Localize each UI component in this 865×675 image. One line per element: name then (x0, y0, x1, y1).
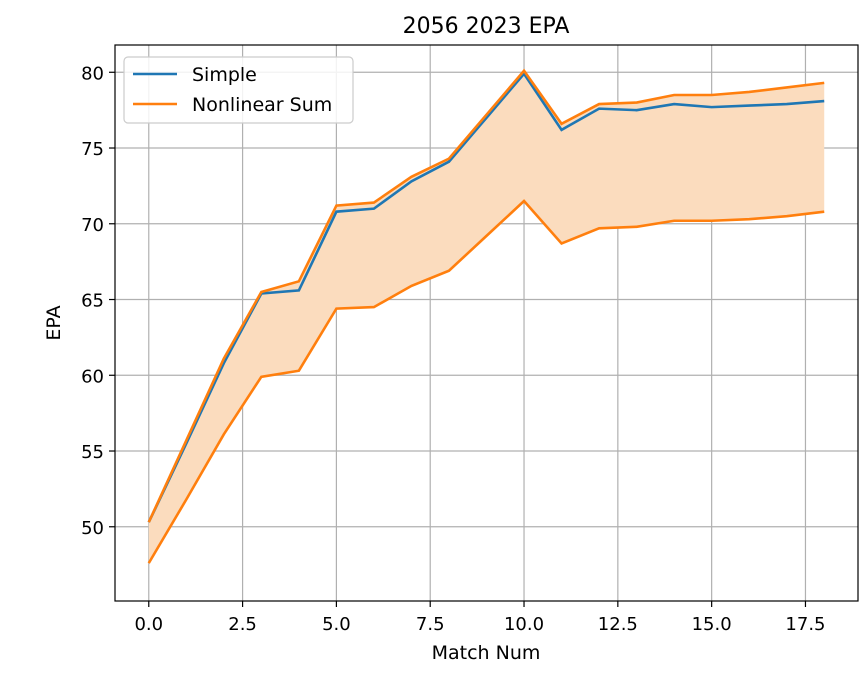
y-tick-label: 55 (81, 442, 104, 463)
x-tick-label: 10.0 (504, 614, 544, 635)
y-tick-label: 80 (81, 63, 104, 84)
x-axis-ticks: 0.0 2.5 5.0 7.5 10.0 12.5 15.0 17.5 (134, 601, 826, 635)
legend-box (123, 56, 354, 124)
plot-frame (114, 44, 859, 602)
x-tick-label: 5.0 (322, 614, 351, 635)
y-axis-label: EPA (43, 305, 65, 340)
y-tick-label: 70 (81, 215, 104, 236)
y-tick-label: 75 (81, 139, 104, 160)
nonlinear-sum-series-line (147, 68, 825, 523)
x-tick-label: 15.0 (692, 614, 732, 635)
chart-title: 2056 2023 EPA (403, 14, 570, 39)
nonlinear-sum-band (148, 70, 825, 564)
y-tick-label: 50 (81, 518, 104, 539)
legend: Simple Nonlinear Sum (123, 56, 354, 124)
y-tick-label: 60 (81, 366, 104, 387)
x-tick-label: 2.5 (228, 614, 257, 635)
nonlinear-sum-lower-line (147, 199, 825, 564)
x-tick-label: 0.0 (134, 614, 163, 635)
x-tick-label: 7.5 (416, 614, 445, 635)
x-tick-label: 17.5 (785, 614, 825, 635)
y-axis-ticks: 50 55 60 65 70 75 80 (81, 63, 115, 539)
x-tick-label: 12.5 (598, 614, 638, 635)
legend-label-nonlinear-sum: Nonlinear Sum (192, 94, 332, 116)
x-axis-label: Match Num (432, 642, 541, 664)
y-tick-label: 65 (81, 291, 104, 312)
legend-label-simple: Simple (192, 64, 257, 86)
